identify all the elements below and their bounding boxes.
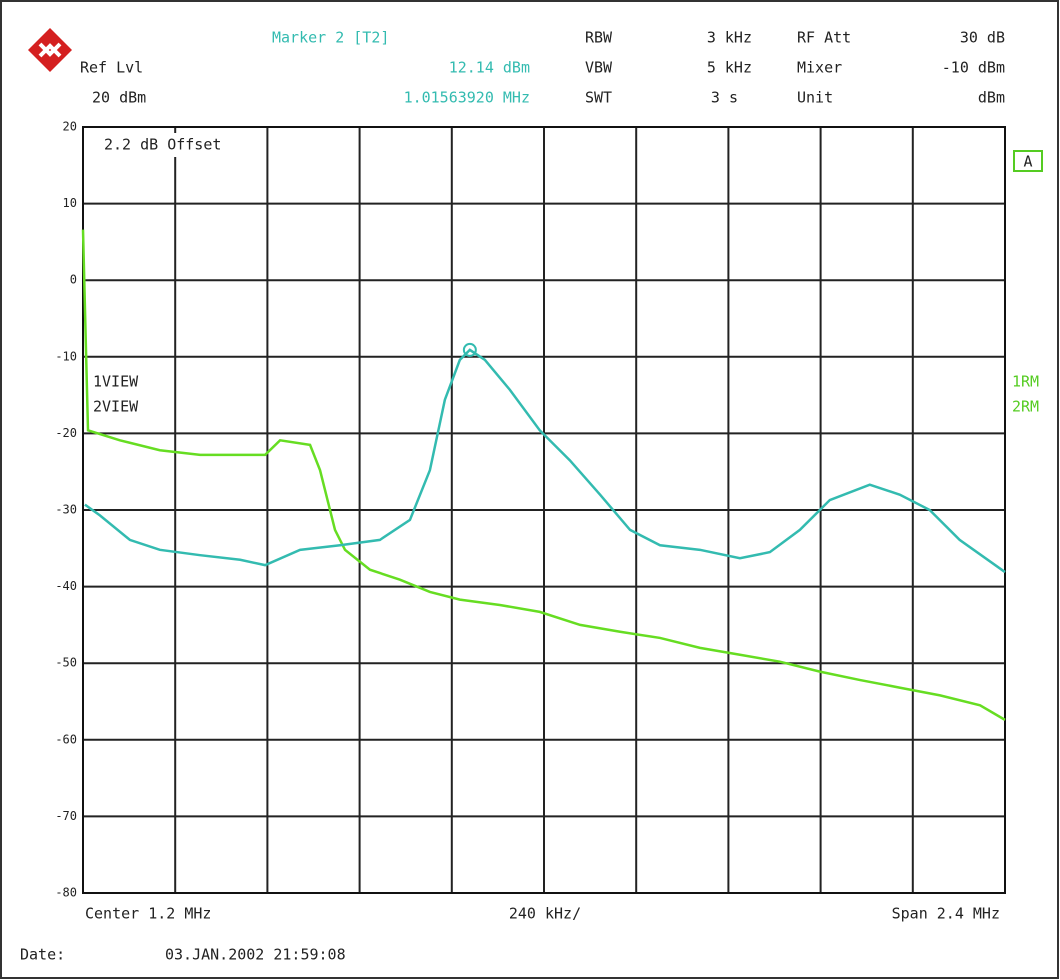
ref-label: Ref Lvl (80, 59, 143, 77)
ref-value: 20 dBm (92, 89, 146, 107)
trace (81, 229, 1006, 721)
marker-freq: 1.01563920 MHz (404, 89, 530, 107)
logo (28, 28, 72, 72)
trace-mode-box (1013, 150, 1043, 172)
y-tick-label: -20 (55, 426, 77, 440)
trace-mode: A (1023, 153, 1032, 171)
y-tick-label: -40 (55, 579, 77, 593)
y-tick-label: -10 (55, 349, 77, 363)
division-label: 240 kHz/ (509, 905, 581, 923)
swt-value: 3 s (711, 89, 738, 107)
plot-border (82, 126, 1006, 894)
date-value: 03.JAN.2002 21:59:08 (165, 946, 346, 964)
y-tick-label: -70 (55, 809, 77, 823)
vbw-label: VBW (585, 59, 613, 77)
marker-title: Marker 2 [T2] (272, 29, 389, 47)
y-tick-label: -50 (55, 656, 77, 670)
y-tick-label: -80 (55, 886, 77, 900)
mixer-value: -10 dBm (942, 59, 1005, 77)
y-tick-label: -30 (55, 503, 77, 517)
att-value: 30 dB (960, 29, 1005, 47)
date-label: Date: (20, 946, 65, 964)
center-label: Center 1.2 MHz (85, 905, 211, 923)
y-tick-label: 0 (70, 273, 77, 287)
marker-level: 12.14 dBm (449, 59, 530, 77)
unit-value: dBm (978, 89, 1005, 107)
y-tick-label: 10 (63, 196, 77, 210)
mixer-label: Mixer (797, 59, 842, 77)
span-label: Span 2.4 MHz (892, 905, 1000, 923)
trace (84, 348, 1006, 574)
rbw-label: RBW (585, 29, 613, 47)
rm-label: 1RM (1012, 373, 1039, 391)
offset-label: 2.2 dB Offset (104, 136, 221, 154)
att-label: RF Att (797, 29, 851, 47)
legend-label: 2VIEW (93, 398, 139, 416)
y-tick-label: 20 (63, 120, 77, 134)
y-tick-label: -60 (55, 732, 77, 746)
legend-label: 1VIEW (93, 373, 139, 391)
rm-label: 2RM (1012, 398, 1039, 416)
vbw-value: 5 kHz (707, 59, 752, 77)
unit-label: Unit (797, 89, 833, 107)
swt-label: SWT (585, 89, 612, 107)
marker (462, 342, 477, 357)
rbw-value: 3 kHz (707, 29, 752, 47)
offset-box (92, 133, 264, 157)
